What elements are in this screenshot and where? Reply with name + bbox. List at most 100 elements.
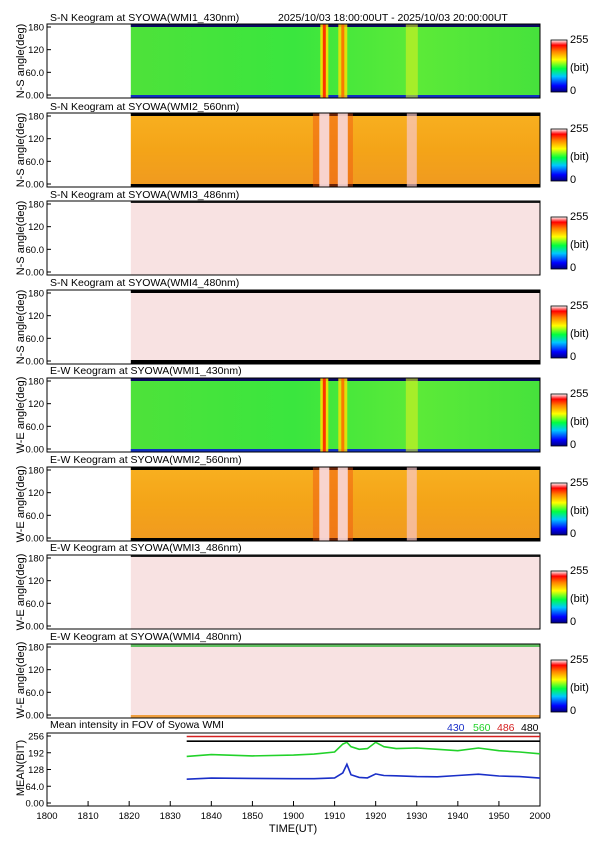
aurora-band-core <box>341 378 345 452</box>
plot-frame <box>46 643 541 719</box>
y-tick-label: 180 <box>28 112 44 123</box>
chart-xlabel: TIME(UT) <box>269 823 317 835</box>
x-tick-label: 1940 <box>447 811 468 822</box>
keogram-bottom-edge <box>130 715 540 718</box>
panel-title: S-N Keogram at SYOWA(WMI1_430nm) <box>50 12 239 24</box>
y-tick-label: 0.00 <box>26 799 45 810</box>
keogram-bottom-edge <box>130 538 540 541</box>
keogram-top-edge <box>130 24 540 27</box>
y-tick-label: 60.0 <box>26 599 45 610</box>
colorbar-max-label: 255 <box>570 211 588 223</box>
plot-frame <box>46 554 541 630</box>
y-tick-label: 120 <box>28 134 44 145</box>
colorbar-unit-label: (bit) <box>570 593 589 605</box>
y-tick-label: 120 <box>28 222 44 233</box>
y-tick-label: 180 <box>28 23 44 34</box>
y-tick-label: 60.0 <box>26 245 45 256</box>
keogram-panel-7: E-W Keogram at SYOWA(WMI3_486nm) W-E ang… <box>15 542 242 630</box>
panel-title: E-W Keogram at SYOWA(WMI4_480nm) <box>50 631 242 643</box>
y-tick-label: 180 <box>28 466 44 477</box>
x-tick-label: 2000 <box>529 811 550 822</box>
x-tick-label: 1840 <box>201 811 222 822</box>
colorbar-max-label: 255 <box>570 388 588 400</box>
aurora-band <box>406 113 417 187</box>
y-tick-label: 0.00 <box>26 268 45 279</box>
y-tick-label: 120 <box>28 576 44 587</box>
panel-ylabel: N-S angle(deg) <box>15 201 27 276</box>
colorbar-min-label: 0 <box>570 85 576 97</box>
colorbar-unit-label: (bit) <box>570 682 589 694</box>
y-tick-label: 60.0 <box>26 68 45 79</box>
keogram-image <box>130 24 540 98</box>
colorbar <box>550 570 568 624</box>
panel-ylabel: W-E angle(deg) <box>15 377 27 454</box>
aurora-band-core <box>341 24 345 98</box>
panel-title: E-W Keogram at SYOWA(WMI1_430nm) <box>50 365 242 377</box>
aurora-band <box>405 378 418 452</box>
colorbar-max-label: 255 <box>570 477 588 489</box>
legend-560: 560 <box>473 722 491 734</box>
colorbar-min-label: 0 <box>570 616 576 628</box>
keogram-panel-2: S-N Keogram at SYOWA(WMI2_560nm) N-S ang… <box>15 101 239 187</box>
y-tick-label: 180 <box>28 554 44 565</box>
x-tick-label: 1950 <box>488 811 509 822</box>
x-tick-label: 1910 <box>324 811 345 822</box>
y-tick-label: 60.0 <box>26 422 45 433</box>
plot-frame <box>46 289 541 365</box>
y-tick-label: 120 <box>28 45 44 56</box>
x-tick-label: 1810 <box>78 811 99 822</box>
y-tick-label: 64.0 <box>26 782 45 793</box>
x-tick-label: 1930 <box>406 811 427 822</box>
y-tick-label: 60.0 <box>26 334 45 345</box>
colorbar <box>550 216 568 270</box>
plot-frame <box>46 23 541 99</box>
panel-ylabel: N-S angle(deg) <box>15 113 27 188</box>
aurora-band <box>337 113 348 187</box>
aurora-band-core <box>322 378 326 452</box>
time-range-label: 2025/10/03 18:00:00UT - 2025/10/03 20:00… <box>278 12 508 24</box>
keogram-top-edge <box>130 290 540 293</box>
x-tick-label: 1900 <box>283 811 304 822</box>
chart-title: Mean intensity in FOV of Syowa WMI <box>50 719 224 731</box>
y-tick-label: 60.0 <box>26 157 45 168</box>
colorbar-max-label: 255 <box>570 34 588 46</box>
keogram-image <box>130 201 540 275</box>
series-line-430 <box>186 762 541 780</box>
colorbar <box>550 659 568 713</box>
y-tick-label: 0.00 <box>26 91 45 102</box>
colorbar <box>550 305 568 359</box>
keogram-top-edge <box>130 555 540 557</box>
keogram-bottom-edge <box>130 360 540 364</box>
y-tick-label: 0.00 <box>26 445 45 456</box>
panel-ylabel: N-S angle(deg) <box>15 290 27 365</box>
keogram-panel-8: E-W Keogram at SYOWA(WMI4_480nm) W-E ang… <box>15 631 242 718</box>
x-tick-label: 1850 <box>242 811 263 822</box>
panel-title: S-N Keogram at SYOWA(WMI4_480nm) <box>50 277 239 289</box>
colorbar-min-label: 0 <box>570 351 576 363</box>
y-tick-label: 60.0 <box>26 511 45 522</box>
aurora-band-core <box>322 24 326 98</box>
legend-430: 430 <box>447 722 465 734</box>
y-tick-label: 180 <box>28 200 44 211</box>
panel-title: S-N Keogram at SYOWA(WMI3_486nm) <box>50 189 239 201</box>
y-tick-label: 0.00 <box>26 622 45 633</box>
legend-486: 486 <box>497 722 515 734</box>
panel-title: S-N Keogram at SYOWA(WMI2_560nm) <box>50 101 239 113</box>
keogram-top-edge <box>130 467 540 470</box>
plot-frame <box>46 112 541 188</box>
legend-480: 480 <box>521 722 539 734</box>
colorbar-max-label: 255 <box>570 123 588 135</box>
colorbar-max-label: 255 <box>570 565 588 577</box>
panel-title: E-W Keogram at SYOWA(WMI3_486nm) <box>50 542 242 554</box>
aurora-band <box>405 24 418 98</box>
x-tick-label: 1920 <box>365 811 386 822</box>
keogram-top-edge <box>130 644 540 647</box>
plot-frame <box>46 200 541 276</box>
keogram-panel-1: S-N Keogram at SYOWA(WMI1_430nm) N-S ang… <box>15 12 239 98</box>
keogram-top-edge <box>130 113 540 116</box>
keogram-panel-4: S-N Keogram at SYOWA(WMI4_480nm) N-S ang… <box>15 277 239 364</box>
plot-frame <box>46 377 541 453</box>
keogram-top-edge <box>130 378 540 381</box>
colorbar <box>550 128 568 182</box>
